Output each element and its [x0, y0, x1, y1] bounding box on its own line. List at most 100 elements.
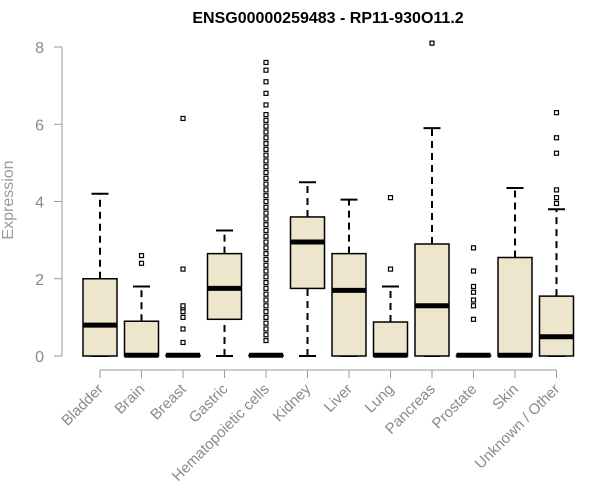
- outlier-point: [263, 169, 269, 176]
- y-tick-label: 2: [35, 272, 44, 289]
- box-iqr: [82, 278, 118, 357]
- outlier-point: [180, 326, 186, 332]
- box-group: [82, 192, 118, 357]
- box-iqr: [538, 295, 575, 357]
- outlier-point: [470, 303, 477, 309]
- outlier-point: [263, 90, 269, 96]
- box-group: [331, 198, 367, 357]
- y-tick-label: 6: [35, 117, 44, 134]
- outlier-point: [553, 110, 560, 116]
- outlier-point: [263, 222, 269, 228]
- outlier-point: [263, 59, 269, 66]
- outlier-point: [263, 129, 269, 135]
- outlier-point: [263, 175, 269, 181]
- outlier-point: [263, 164, 269, 170]
- outlier-point: [180, 266, 186, 272]
- outlier-point: [553, 200, 560, 207]
- x-tick-label: Bladder: [58, 381, 107, 430]
- outlier-point: [263, 274, 269, 280]
- x-tick-label: Skin: [489, 381, 522, 414]
- box-iqr: [331, 252, 367, 357]
- outlier-point: [470, 297, 477, 303]
- outlier-point: [180, 339, 186, 346]
- outlier-point: [263, 102, 269, 108]
- y-tick-label: 4: [35, 195, 44, 212]
- outlier-point: [263, 245, 269, 251]
- outlier-point: [263, 123, 269, 129]
- outlier-point: [263, 337, 269, 344]
- outlier-point: [387, 195, 394, 201]
- outlier-point: [263, 285, 269, 292]
- outlier-point: [263, 291, 269, 297]
- box-iqr: [289, 216, 326, 290]
- outlier-point: [138, 260, 145, 266]
- outlier-point: [263, 308, 269, 315]
- outlier-point: [553, 150, 560, 156]
- box-group: [414, 40, 450, 357]
- outlier-point: [263, 262, 269, 268]
- outlier-point: [429, 40, 435, 46]
- outlier-point: [470, 289, 477, 295]
- outlier-point: [470, 268, 477, 274]
- outlier-point: [263, 268, 269, 274]
- outlier-point: [263, 152, 269, 158]
- outlier-point: [263, 158, 269, 164]
- outlier-point: [263, 193, 269, 199]
- outlier-point: [553, 195, 560, 201]
- chart-title: ENSG00000259483 - RP11-930O11.2: [192, 10, 463, 27]
- outlier-point: [263, 227, 269, 234]
- outlier-point: [263, 146, 269, 152]
- box-group: [289, 181, 326, 357]
- boxes: [82, 40, 575, 358]
- outlier-point: [263, 117, 269, 123]
- outlier-point: [263, 181, 269, 187]
- outlier-point: [263, 111, 269, 118]
- box-iqr: [497, 256, 533, 357]
- outlier-point: [263, 67, 269, 73]
- box-group: [123, 252, 160, 358]
- box-group: [206, 229, 243, 357]
- box-group: [538, 110, 575, 357]
- outlier-point: [470, 245, 477, 251]
- x-tick-label: Prostate: [429, 381, 481, 433]
- outlier-point: [470, 283, 477, 290]
- outlier-point: [263, 320, 269, 326]
- outlier-point: [470, 316, 477, 322]
- outlier-point: [263, 187, 269, 193]
- outlier-point: [263, 233, 269, 239]
- outlier-point: [263, 135, 269, 141]
- box-iqr: [372, 321, 409, 357]
- outlier-point: [263, 326, 269, 332]
- outlier-point: [263, 280, 269, 286]
- outlier-point: [263, 79, 269, 85]
- outlier-point: [553, 187, 560, 193]
- outlier-point: [263, 303, 269, 309]
- outlier-point: [263, 198, 269, 205]
- box-iqr: [123, 320, 160, 357]
- box-group: [165, 115, 201, 358]
- y-tick-label: 0: [35, 349, 44, 366]
- outlier-point: [553, 135, 560, 141]
- x-tick-label: Breast: [147, 380, 190, 423]
- outlier-point: [263, 140, 269, 147]
- x-tick-label: Liver: [321, 381, 356, 416]
- outlier-point: [180, 314, 186, 320]
- y-axis-label: Expression: [0, 160, 17, 239]
- box-iqr: [414, 243, 450, 357]
- y-tick-label: 8: [35, 40, 44, 57]
- outlier-point: [263, 210, 269, 216]
- outlier-point: [263, 332, 269, 338]
- box-group: [497, 186, 533, 358]
- outlier-point: [263, 239, 269, 245]
- x-tick-label: Brain: [112, 381, 149, 418]
- outlier-point: [263, 251, 269, 257]
- outlier-point: [263, 256, 269, 263]
- outlier-point: [180, 115, 186, 122]
- x-tick-label: Kidney: [270, 380, 315, 425]
- x-tick-label: Lung: [362, 381, 398, 417]
- outlier-point: [138, 252, 145, 259]
- outlier-point: [387, 266, 394, 272]
- box-group: [372, 195, 409, 358]
